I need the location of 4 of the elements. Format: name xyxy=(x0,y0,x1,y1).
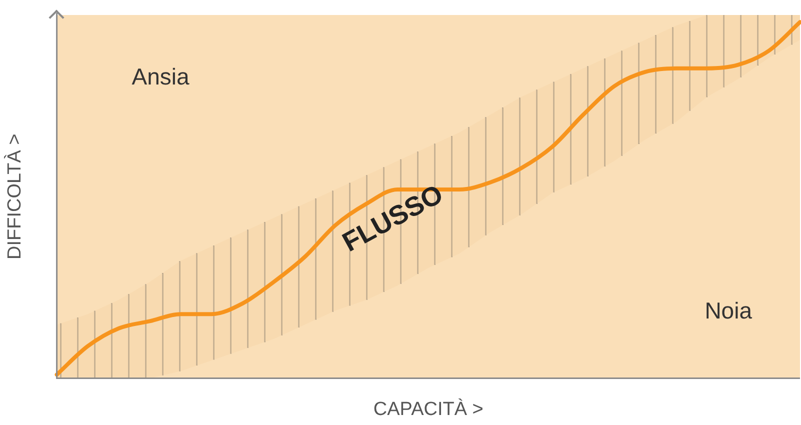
annotation: Noia xyxy=(704,297,752,324)
annotation: Ansia xyxy=(132,63,190,90)
y-axis-title: DIFFICOLTÀ > xyxy=(4,134,26,260)
x-axis-title: CAPACITÀ > xyxy=(373,398,484,420)
